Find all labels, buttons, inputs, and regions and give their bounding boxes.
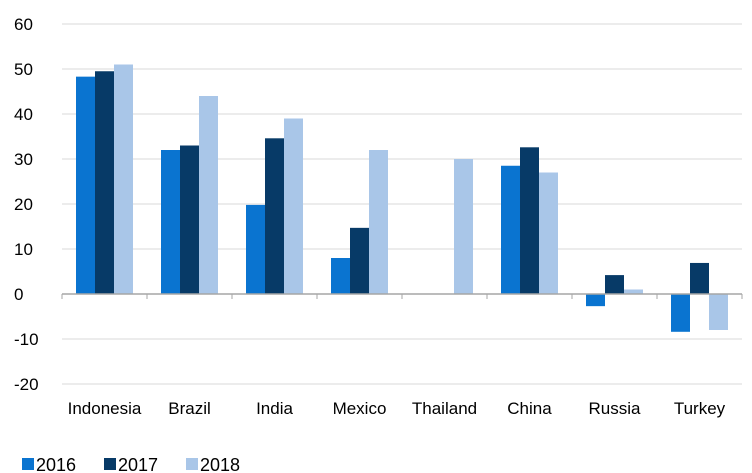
legend-label-2018: 2018: [200, 455, 240, 473]
x-tick-label: China: [507, 399, 552, 418]
legend-swatch-2017: [104, 458, 116, 470]
legend-swatch-2016: [22, 458, 34, 470]
x-axis: [61, 293, 743, 299]
bar-2018-turkey: [709, 294, 728, 330]
x-tick-label: Russia: [589, 399, 642, 418]
y-tick-label: 50: [14, 60, 33, 79]
bar-2016-india: [246, 204, 265, 294]
y-tick-label: 40: [14, 105, 33, 124]
bar-2016-brazil: [161, 150, 180, 294]
bar-2017-turkey: [690, 262, 709, 294]
legend-swatch-2018: [186, 458, 198, 470]
y-tick-label: 0: [14, 285, 23, 304]
bar-2017-china: [520, 147, 539, 294]
bar-2018-mexico: [369, 150, 388, 294]
bar-2016-turkey: [671, 294, 690, 332]
bar-2018-brazil: [199, 96, 218, 294]
y-tick-label: 60: [14, 15, 33, 34]
bar-2016-indonesia: [76, 76, 95, 295]
bar-2018-russia: [624, 289, 643, 294]
x-tick-label: Indonesia: [68, 399, 142, 418]
y-tick-label: 20: [14, 195, 33, 214]
x-axis-ticks: Indonesia Brazil India Mexico Thailand China R…: [68, 399, 726, 418]
bars: [76, 64, 728, 332]
bar-2016-russia: [586, 294, 605, 307]
y-tick-label: 10: [14, 240, 33, 259]
bar-2016-mexico: [331, 258, 350, 294]
bar-2017-indonesia: [95, 71, 114, 294]
legend-label-2016: 2016: [36, 455, 76, 473]
bar-2018-indonesia: [114, 64, 133, 294]
y-tick-label: 30: [14, 150, 33, 169]
y-tick-label: -10: [14, 330, 39, 349]
x-tick-label: Mexico: [333, 399, 387, 418]
bar-2018-india: [284, 118, 303, 294]
y-tick-label: -20: [14, 375, 39, 394]
y-axis-ticks: -20 -10 0 10 20 30 40 50 60: [14, 15, 39, 394]
x-tick-label: India: [256, 399, 293, 418]
bar-2018-china: [539, 172, 558, 294]
x-tick-label: Thailand: [412, 399, 477, 418]
bar-2016-china: [501, 165, 520, 294]
x-tick-label: Turkey: [674, 399, 726, 418]
bar-2017-mexico: [350, 227, 369, 294]
bar-2017-russia: [605, 275, 624, 294]
x-tick-label: Brazil: [168, 399, 211, 418]
bar-2017-india: [265, 138, 284, 294]
bar-2017-brazil: [180, 145, 199, 294]
bar-2018-thailand: [454, 159, 473, 294]
legend-label-2017: 2017: [118, 455, 158, 473]
legend: 2016 2017 2018: [22, 455, 240, 473]
